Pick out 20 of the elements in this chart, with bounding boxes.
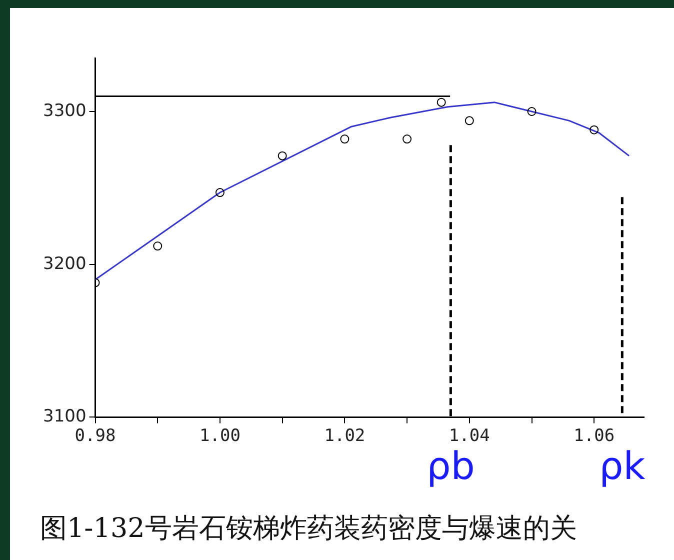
point bbox=[527, 107, 536, 116]
text: ρb bbox=[426, 444, 475, 488]
x-tick-label: 1.00 bbox=[200, 426, 240, 446]
x-tick-label: 1.04 bbox=[448, 426, 490, 446]
point bbox=[340, 134, 350, 144]
text: 图1-132号岩石铵梯炸药装药密度与爆速的关 bbox=[40, 512, 577, 544]
point bbox=[464, 116, 474, 126]
y-tick-label: 3100 bbox=[43, 406, 86, 427]
y-tick-label: 3200 bbox=[43, 254, 86, 274]
x-tick-label: 1.02 bbox=[324, 426, 366, 446]
point bbox=[590, 125, 599, 134]
text: ρk bbox=[599, 444, 646, 488]
point bbox=[402, 134, 412, 144]
point bbox=[153, 242, 162, 251]
y-tick-label: 3300 bbox=[43, 100, 86, 121]
point bbox=[215, 188, 224, 198]
point bbox=[278, 151, 287, 160]
x-tick-label: 1.06 bbox=[574, 426, 615, 446]
x-tick-label: 0.98 bbox=[74, 426, 116, 446]
point bbox=[436, 98, 446, 107]
